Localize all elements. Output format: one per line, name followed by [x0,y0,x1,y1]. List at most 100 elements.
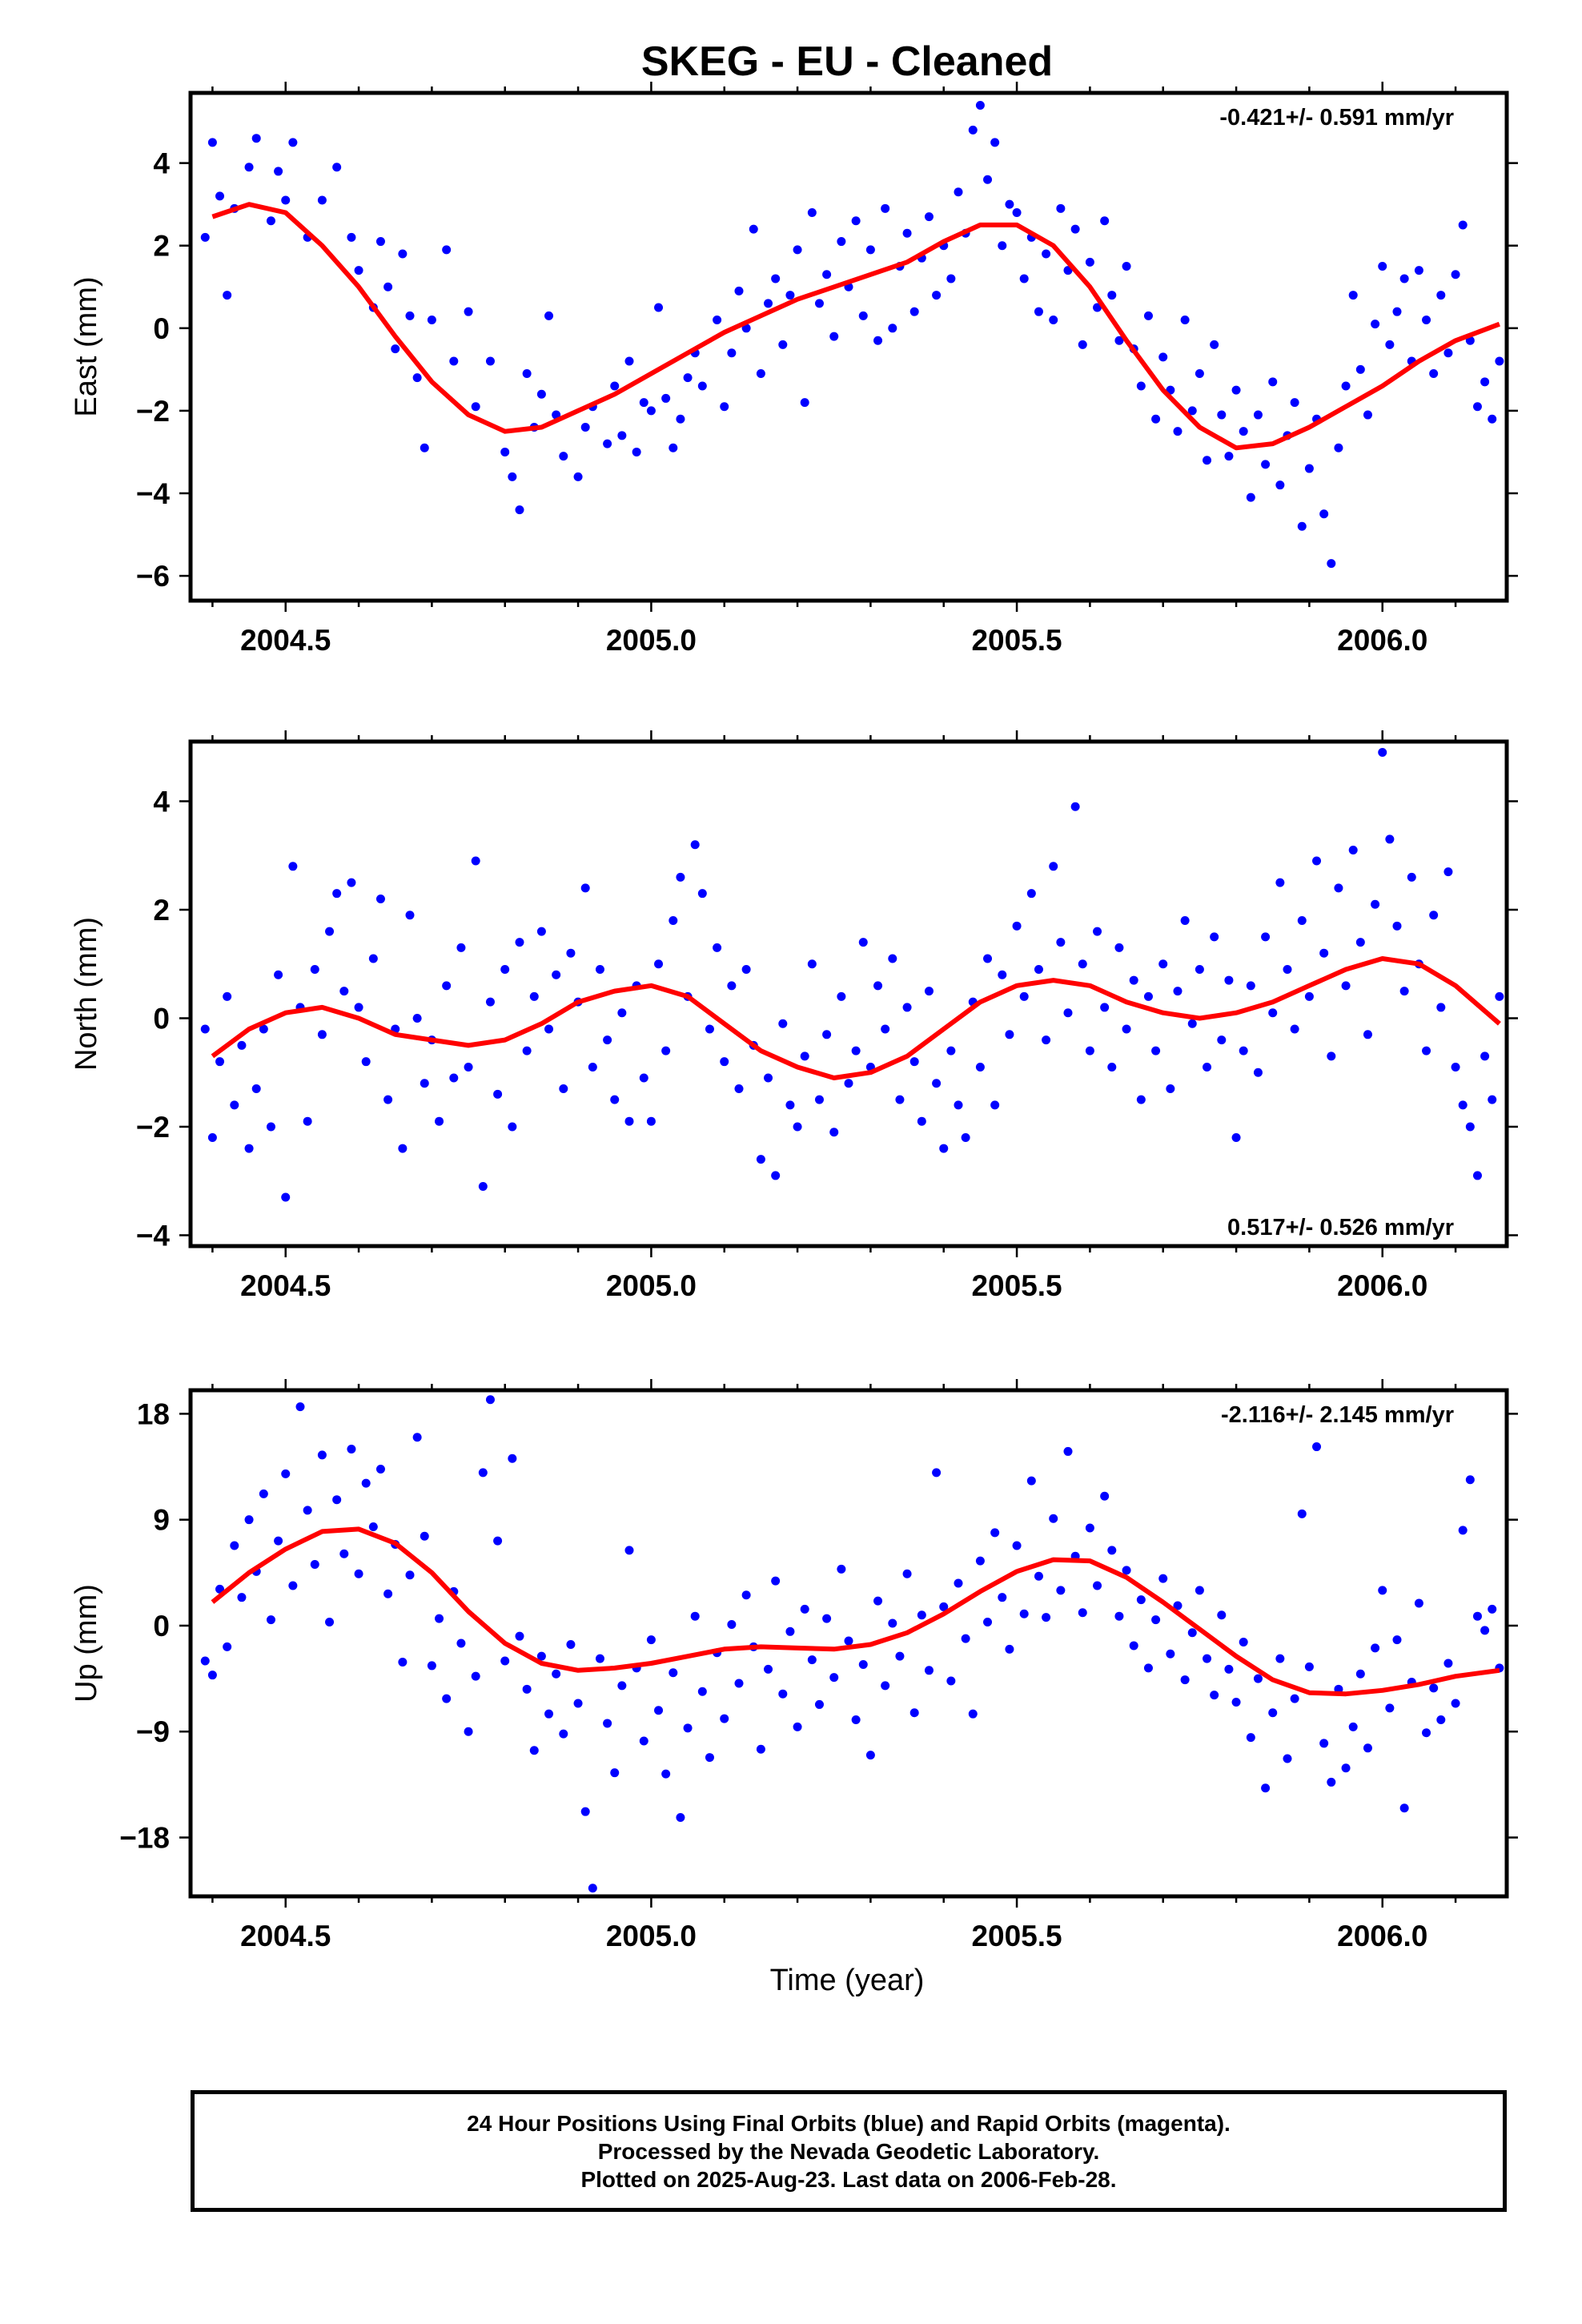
data-point [383,282,393,292]
data-point [690,1611,700,1621]
plot-frame [188,739,1509,1248]
data-point [1114,1611,1124,1621]
data-point [1297,916,1307,926]
data-point [536,927,546,936]
data-point [1458,1100,1468,1110]
data-point [200,1024,210,1034]
data-point [734,286,744,296]
data-point [1253,1068,1263,1077]
data-point [544,311,554,320]
data-point [632,447,641,456]
data-point [705,1753,714,1763]
data-point [368,954,378,963]
data-point [909,1057,919,1067]
data-point [1246,493,1255,502]
data-point [1114,943,1124,952]
data-point [420,1079,429,1088]
data-point [1341,981,1351,991]
data-point [1495,356,1504,366]
data-point [281,1469,291,1478]
data-point [427,1661,436,1671]
data-point [383,1095,393,1104]
data-point [493,1536,503,1546]
footer-line-1: 24 Hour Positions Using Final Orbits (bl… [467,2110,1231,2136]
data-point [375,894,385,903]
data-point [771,1171,781,1180]
data-point [888,1618,897,1628]
data-point [881,203,890,213]
data-point [617,1681,627,1691]
data-point [1093,1581,1102,1590]
data-point [223,991,232,1001]
data-point [515,505,524,515]
data-point [946,274,956,283]
data-point [902,1569,912,1578]
data-point [1049,1514,1058,1523]
data-point [1049,315,1058,324]
data-point [1078,1608,1087,1618]
y-tick-label: 4 [153,147,170,180]
data-point [1392,1635,1402,1645]
data-point [375,237,385,247]
data-point [412,1433,422,1442]
data-point [383,1589,393,1598]
data-point [1122,1024,1131,1034]
data-point [508,472,517,481]
data-point [580,1807,590,1816]
data-point [1355,1669,1365,1679]
data-point [200,232,210,242]
data-point [998,970,1007,979]
fit-line [211,202,1500,451]
data-point [1085,1046,1094,1055]
data-point [251,134,261,143]
data-points [200,1395,1504,1893]
data-point [223,1642,232,1651]
data-point [946,1046,956,1055]
data-point [230,1541,239,1550]
data-point [932,1468,942,1478]
data-point [552,970,561,979]
data-point [1268,377,1278,387]
data-point [1129,975,1138,985]
data-point [274,970,283,979]
data-point [288,138,298,147]
y-tick-label: 2 [153,894,170,927]
data-point [1378,748,1387,758]
data-point [764,299,773,308]
data-point [807,959,817,969]
data-point [713,943,722,952]
data-point [1100,1491,1110,1501]
data-point [895,1651,905,1661]
data-point [1114,336,1124,345]
data-point [720,1714,729,1723]
data-point [837,991,846,1001]
data-point [485,1395,495,1405]
data-point [427,315,436,324]
data-point [207,1133,217,1143]
data-point [493,1089,503,1099]
data-point [405,311,415,320]
data-point [756,1744,765,1754]
data-point [858,938,868,947]
data-point [1261,460,1271,469]
data-point [727,1619,737,1629]
data-point [442,245,452,255]
data-point [559,452,568,461]
data-point [1034,307,1043,316]
data-point [1443,348,1453,358]
data-point [1224,452,1234,461]
data-point [1056,1586,1066,1595]
data-point [1107,291,1117,300]
data-point [924,212,934,222]
data-point [1129,1641,1138,1651]
data-point [1348,845,1358,854]
data-point [902,1003,912,1012]
y-tick-label: 0 [153,312,170,345]
y-tick-label: −2 [136,395,170,428]
data-point [398,249,408,259]
data-point [1056,203,1066,213]
data-point [851,216,861,226]
data-point [1100,216,1110,226]
data-point [1458,1526,1468,1535]
